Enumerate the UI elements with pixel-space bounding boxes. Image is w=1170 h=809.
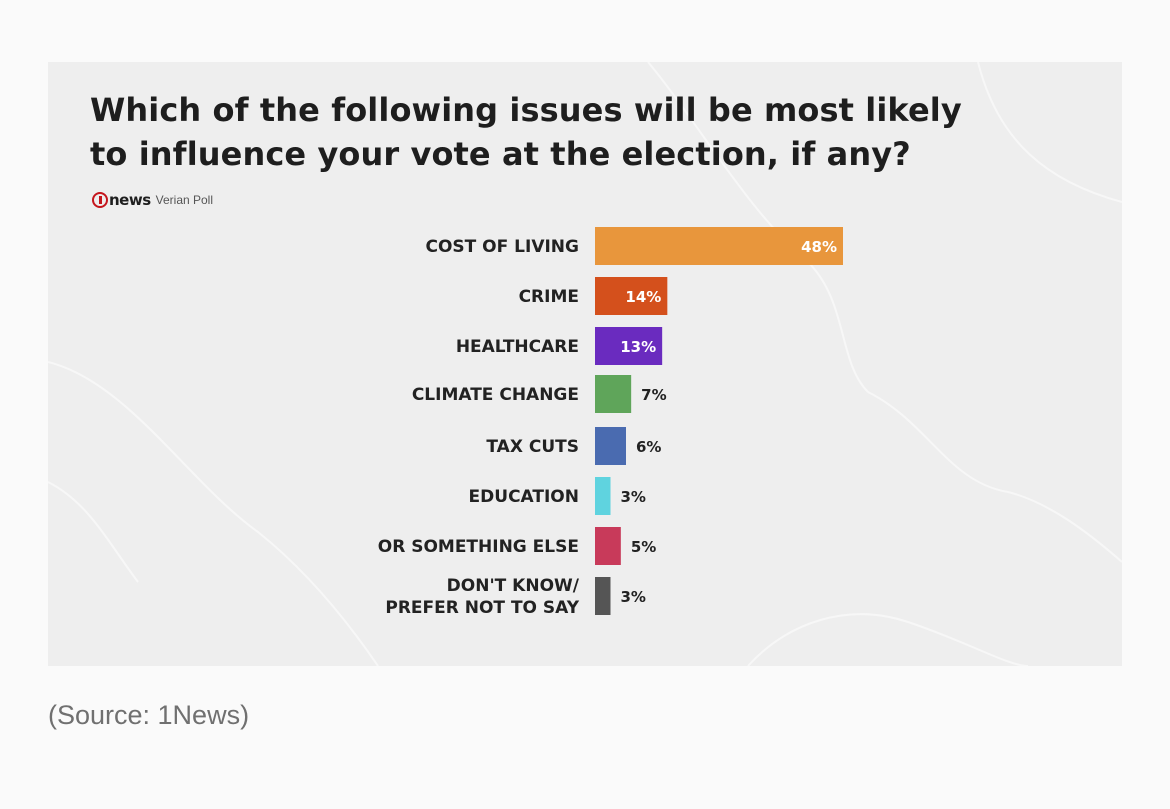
- poll-source: Verian Poll: [155, 193, 214, 207]
- bar: [595, 477, 611, 515]
- chart-title: Which of the following issues will be mo…: [90, 88, 1090, 176]
- brand-logo: news Verian Poll: [92, 190, 213, 210]
- bar-chart: COST OF LIVING 48% CRIME 14% HEALTHCARE 13% CL…: [378, 227, 843, 618]
- bar: [595, 327, 663, 365]
- chart-panel: Which of the following issues will be mo…: [48, 62, 1122, 666]
- data-label: 13%: [620, 338, 656, 356]
- 1news-logo-icon: [92, 192, 108, 208]
- category-label: OR SOMETHING ELSE: [378, 537, 579, 557]
- source-caption: (Source: 1News): [48, 700, 250, 730]
- data-label: 5%: [631, 538, 656, 556]
- category-label: CRIME: [519, 287, 579, 307]
- data-label: 3%: [621, 488, 646, 506]
- category-label: EDUCATION: [469, 487, 579, 507]
- data-label: 6%: [636, 438, 661, 456]
- bar: [595, 577, 611, 615]
- category-label: DON'T KNOW/PREFER NOT TO SAY: [385, 576, 579, 618]
- bar: [595, 375, 632, 413]
- bar: [595, 527, 621, 565]
- bar: [595, 277, 668, 315]
- data-label: 3%: [621, 588, 646, 606]
- chart-title-line-1: Which of the following issues will be mo…: [90, 91, 962, 129]
- bar: [595, 227, 843, 265]
- category-label: CLIMATE CHANGE: [412, 385, 579, 405]
- category-label: HEALTHCARE: [456, 337, 579, 357]
- bar: [595, 427, 626, 465]
- data-label: 14%: [625, 288, 661, 306]
- data-label: 7%: [641, 386, 666, 404]
- chart-title-line-2: to influence your vote at the election, …: [90, 135, 911, 173]
- category-label: COST OF LIVING: [426, 237, 580, 257]
- brand-name: news: [109, 191, 151, 209]
- category-label: TAX CUTS: [486, 437, 579, 457]
- map-background: [48, 62, 1122, 666]
- data-label: 48%: [801, 238, 837, 256]
